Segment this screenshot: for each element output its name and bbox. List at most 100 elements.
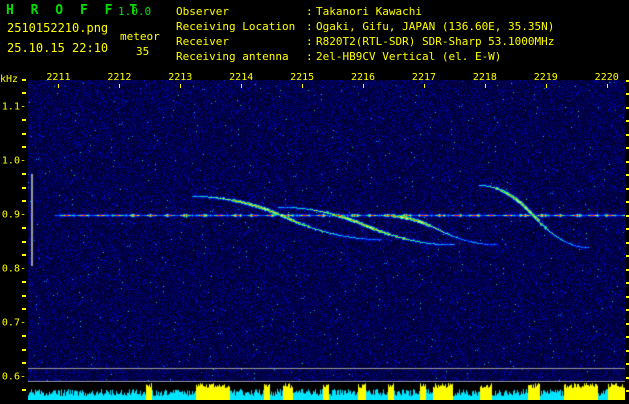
right-tick-mark bbox=[626, 336, 629, 339]
capture-filename: 2510152210.png bbox=[7, 21, 109, 35]
metadata-key: Receiver bbox=[176, 35, 229, 48]
right-tick-mark bbox=[626, 106, 629, 109]
y-tick-label: 0.8- bbox=[1, 263, 26, 275]
app-version: 1.0.0 bbox=[118, 5, 152, 18]
y-tick-mark bbox=[22, 281, 26, 284]
y-tick-mark bbox=[22, 92, 26, 95]
right-tick-mark bbox=[626, 201, 629, 204]
y-tick-mark bbox=[22, 335, 26, 338]
right-tick-mark bbox=[626, 93, 629, 96]
x-tick-mark bbox=[363, 84, 365, 88]
metadata-key: Receiving antenna bbox=[176, 50, 289, 63]
x-tick-label: 2215 bbox=[290, 72, 315, 83]
x-tick-label: 2220 bbox=[594, 72, 619, 83]
metadata-row-receiver: Receiver : R820T2(RTL-SDR) SDR-Sharp 53.… bbox=[176, 34, 554, 49]
y-axis: kHz 0.6- 0.7- 0.8- 0.9- 1.0- 1.1- bbox=[0, 72, 28, 400]
y-tick-mark bbox=[22, 227, 26, 230]
right-tick-mark bbox=[626, 120, 629, 123]
x-tick-label: 2217 bbox=[411, 72, 437, 83]
metadata-block: Observer : Takanori Kawachi Receiving Lo… bbox=[176, 4, 554, 64]
right-tick-mark bbox=[626, 80, 629, 82]
y-tick-mark bbox=[22, 294, 26, 297]
metadata-sep: : bbox=[306, 5, 313, 18]
y-tick-mark bbox=[22, 348, 26, 351]
y-tick-mark bbox=[22, 79, 26, 81]
metadata-sep: : bbox=[306, 20, 313, 33]
right-tick-mark bbox=[626, 174, 629, 177]
right-tick-mark bbox=[626, 241, 629, 244]
y-tick-label: 0.6- bbox=[1, 371, 26, 383]
x-tick-mark bbox=[58, 84, 60, 88]
metadata-value: R820T2(RTL-SDR) SDR-Sharp 53.1000MHz bbox=[316, 35, 555, 48]
x-tick-mark bbox=[606, 84, 608, 88]
x-tick-mark bbox=[180, 84, 182, 88]
y-tick-mark bbox=[22, 173, 26, 176]
x-tick-mark bbox=[119, 84, 121, 88]
amplitude-canvas bbox=[28, 382, 625, 400]
x-tick-label: 2212 bbox=[107, 72, 132, 83]
metadata-value: Takanori Kawachi bbox=[316, 5, 422, 18]
right-tick-mark bbox=[626, 376, 629, 379]
right-tick-mark bbox=[626, 255, 629, 258]
header-panel: H R O F F T 1.0.0 2510152210.png 25.10.1… bbox=[0, 0, 629, 72]
right-tick-mark bbox=[626, 295, 629, 298]
y-tick-label: 0.9- bbox=[1, 209, 26, 221]
metadata-sep: : bbox=[306, 50, 313, 63]
metadata-key: Receiving Location bbox=[176, 20, 296, 33]
right-tick-mark bbox=[626, 228, 629, 231]
x-tick-label: 2219 bbox=[533, 72, 558, 83]
metadata-row-location: Receiving Location : Ogaki, Gifu, JAPAN … bbox=[176, 19, 554, 34]
y-tick-mark bbox=[22, 389, 26, 391]
y-tick-mark bbox=[22, 186, 26, 189]
event-kind-label: meteor bbox=[120, 30, 160, 43]
right-tick-mark bbox=[626, 322, 629, 325]
metadata-row-observer: Observer : Takanori Kawachi bbox=[176, 4, 554, 19]
right-tick-mark bbox=[626, 187, 629, 190]
right-tick-mark bbox=[626, 214, 629, 217]
app-title: H R O F F T bbox=[6, 3, 142, 18]
y-tick-mark bbox=[22, 308, 26, 311]
y-tick-mark bbox=[22, 362, 26, 365]
right-tick-mark bbox=[626, 268, 629, 271]
x-tick-mark bbox=[484, 84, 486, 88]
metadata-sep: : bbox=[306, 35, 313, 48]
y-tick-mark bbox=[22, 132, 26, 135]
x-tick-label: 2214 bbox=[229, 72, 254, 83]
capture-datetime: 25.10.15 22:10 bbox=[7, 41, 109, 55]
right-tick-mark bbox=[626, 349, 629, 352]
spectrogram-canvas bbox=[28, 80, 625, 390]
y-tick-mark bbox=[22, 200, 26, 203]
x-tick-label: 2216 bbox=[351, 72, 376, 83]
y-axis-unit-label: kHz bbox=[0, 74, 19, 85]
y-tick-mark bbox=[22, 119, 26, 122]
right-tick-mark bbox=[626, 363, 629, 366]
x-tick-mark bbox=[545, 84, 547, 88]
x-tick-label: 2218 bbox=[472, 72, 497, 83]
y-tick-mark bbox=[22, 254, 26, 257]
x-tick-label: 2213 bbox=[168, 72, 193, 83]
y-tick-label: 1.1- bbox=[1, 101, 26, 113]
amplitude-strip bbox=[28, 382, 625, 400]
event-count: 35 bbox=[136, 45, 150, 58]
spectrogram-panel: kHz 0.6- 0.7- 0.8- 0.9- 1.0- 1.1- 2211 2212 221… bbox=[0, 72, 629, 400]
y-tick-label: 0.7- bbox=[1, 317, 26, 329]
metadata-row-antenna: Receiving antenna : 2el-HB9CV Vertical (… bbox=[176, 49, 554, 64]
right-tick-mark bbox=[626, 133, 629, 136]
metadata-value: Ogaki, Gifu, JAPAN (136.60E, 35.35N) bbox=[316, 20, 555, 33]
x-tick-label: 2211 bbox=[46, 72, 71, 83]
y-tick-label: 1.0- bbox=[1, 155, 26, 167]
x-tick-mark bbox=[423, 84, 425, 88]
metadata-key: Observer bbox=[176, 5, 229, 18]
right-tick-mark bbox=[626, 282, 629, 285]
right-tick-mark bbox=[626, 390, 629, 392]
x-tick-mark bbox=[302, 84, 304, 88]
right-tick-mark bbox=[626, 160, 629, 163]
right-tick-mark bbox=[626, 309, 629, 312]
y-tick-mark bbox=[22, 146, 26, 149]
metadata-value: 2el-HB9CV Vertical (el. E-W) bbox=[316, 50, 502, 63]
y-tick-mark bbox=[22, 240, 26, 243]
x-tick-mark bbox=[241, 84, 243, 88]
spectrogram-image bbox=[28, 80, 625, 390]
right-tick-mark bbox=[626, 147, 629, 150]
